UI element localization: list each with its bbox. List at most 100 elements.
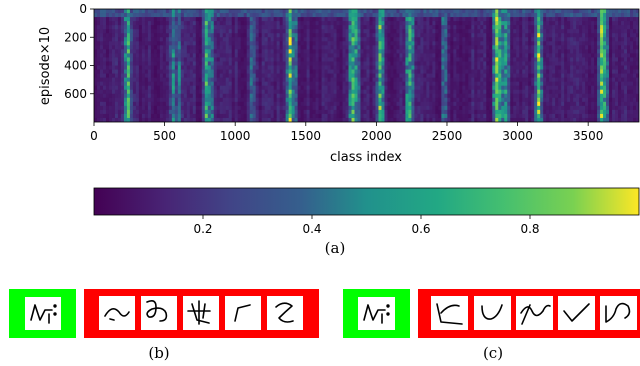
heatmap-cell — [519, 81, 523, 87]
heatmap-cell — [213, 29, 218, 34]
heatmap-cell — [327, 41, 331, 46]
heatmap-cell — [249, 93, 254, 99]
heatmap-cell — [579, 13, 583, 18]
heatmap-cell — [504, 57, 508, 62]
heatmap-cell — [201, 117, 206, 122]
heatmap-cell — [621, 33, 625, 38]
heatmap-cell — [345, 21, 349, 26]
heatmap-cell — [399, 89, 403, 95]
heatmap-cell — [456, 49, 460, 54]
heatmap-cell — [285, 77, 290, 83]
heatmap-cell — [585, 53, 589, 58]
heatmap-cell — [309, 41, 313, 46]
heatmap-cell — [597, 9, 601, 14]
heatmap-cell — [618, 77, 622, 83]
heatmap-cell — [567, 37, 571, 42]
heatmap-cell — [600, 45, 604, 50]
heatmap-cell — [588, 25, 592, 30]
heatmap-cell — [483, 29, 487, 34]
heatmap-cell — [282, 69, 287, 74]
heatmap-cell — [615, 97, 619, 103]
heatmap-cell — [366, 97, 370, 103]
heatmap-cell — [264, 13, 269, 18]
heatmap-cell — [342, 45, 346, 50]
heatmap-cell — [210, 85, 215, 91]
heatmap-cell — [249, 13, 254, 18]
heatmap-cell — [540, 49, 544, 54]
heatmap-cell — [129, 9, 134, 14]
heatmap-cell — [414, 77, 418, 83]
heatmap-cell — [573, 17, 577, 22]
heatmap-cell — [117, 9, 122, 14]
heatmap-cell — [168, 53, 173, 58]
heatmap-cell — [126, 89, 131, 95]
heatmap-cell — [534, 97, 538, 103]
heatmap-cell — [447, 109, 451, 115]
heatmap-cell — [618, 37, 622, 42]
heatmap-cell — [294, 45, 299, 50]
heatmap-cell — [321, 33, 325, 38]
heatmap-cell — [333, 29, 337, 34]
heatmap-cell — [507, 45, 511, 50]
heatmap-cell — [366, 77, 370, 83]
heatmap-cell — [159, 61, 164, 66]
heatmap-cell — [489, 41, 493, 46]
heatmap-cell — [99, 93, 104, 99]
heatmap-cell — [567, 89, 571, 95]
heatmap-cell — [360, 57, 364, 62]
heatmap-cell — [141, 77, 146, 83]
heatmap-cell — [618, 13, 622, 18]
heatmap-cell — [429, 81, 433, 87]
heatmap-cell — [360, 77, 364, 83]
heatmap-cell — [279, 81, 284, 87]
heatmap-cell — [231, 101, 236, 107]
heatmap-cell — [504, 41, 508, 46]
heatmap-cell — [333, 97, 337, 103]
heatmap-cell — [105, 33, 110, 38]
heatmap-cell — [492, 25, 496, 30]
heatmap-cell — [321, 37, 325, 42]
heatmap-cell — [504, 13, 508, 18]
heatmap-cell — [219, 57, 224, 62]
heatmap-cell — [261, 41, 266, 46]
heatmap-cell — [207, 37, 212, 42]
heatmap-cell — [405, 101, 409, 107]
heatmap-cell — [276, 53, 281, 58]
heatmap-cell — [327, 9, 331, 14]
heatmap-cell — [243, 101, 248, 107]
heatmap-cell — [429, 61, 433, 66]
heatmap-cell — [243, 105, 248, 111]
heatmap-cell — [450, 89, 454, 95]
heatmap-cell — [459, 13, 463, 18]
heatmap-cell — [384, 85, 388, 91]
heatmap-cell — [171, 45, 176, 50]
heatmap-cell — [609, 61, 613, 66]
heatmap-cell — [297, 81, 302, 87]
heatmap-cell — [141, 45, 146, 50]
heatmap-cell — [261, 89, 266, 95]
heatmap-cell — [222, 81, 227, 87]
heatmap-cell — [522, 81, 526, 87]
heatmap-cell — [423, 61, 427, 66]
heatmap-cell — [471, 89, 475, 95]
heatmap-cell — [357, 73, 361, 79]
heatmap-cell — [369, 53, 373, 58]
heatmap-cell — [291, 73, 296, 79]
heatmap-cell — [549, 49, 553, 54]
heatmap-cell — [285, 81, 290, 87]
heatmap-cell — [615, 29, 619, 34]
heatmap-cell — [363, 77, 367, 83]
heatmap-cell — [462, 17, 466, 22]
heatmap-cell — [237, 109, 242, 115]
heatmap-cell — [444, 77, 448, 83]
heatmap-cell — [366, 101, 370, 107]
heatmap-cell — [408, 29, 412, 34]
heatmap-cell — [135, 65, 140, 70]
heatmap-cell — [393, 93, 397, 99]
heatmap-cell — [183, 117, 188, 122]
heatmap-cell — [102, 57, 107, 62]
heatmap-cell — [555, 73, 559, 79]
heatmap-cell — [543, 101, 547, 107]
heatmap-cell — [267, 21, 272, 26]
heatmap-cell — [318, 33, 322, 38]
